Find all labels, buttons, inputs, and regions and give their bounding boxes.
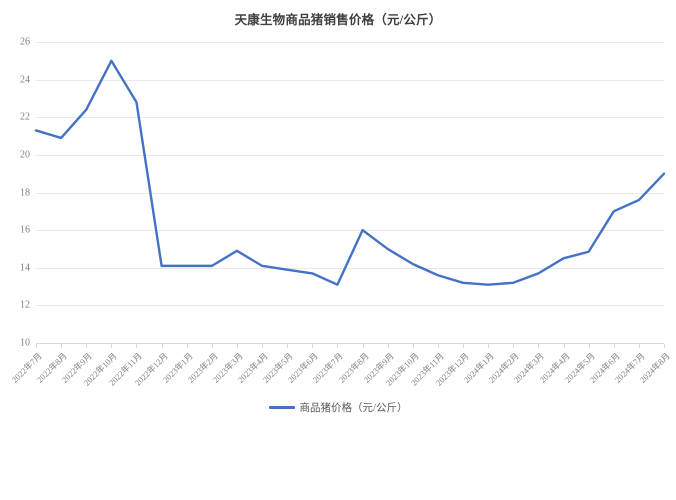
x-axis-tick-mark [563,344,565,348]
y-axis-tick-label: 26 [20,36,30,48]
grid-line: 26 [20,37,664,48]
grid-line: 22 [20,112,664,123]
y-axis-tick-label: 14 [20,262,30,274]
x-axis-tick-mark [136,344,138,348]
legend-color-swatch [268,406,295,409]
x-axis-tick-mark [337,344,339,348]
x-axis-tick-mark [588,344,590,348]
series-line-商品猪价格 [36,61,664,285]
x-axis-tick-mark [287,344,289,348]
x-axis-tick-mark [488,344,490,348]
x-axis-tick-mark [262,344,264,348]
x-axis-tick-mark [437,344,439,348]
legend-item-label: 商品猪价格（元/公斤） [299,403,408,414]
x-axis-tick-mark [412,344,414,348]
x-axis-tick-mark [362,344,364,348]
x-axis-tick-mark [312,344,314,348]
chart-legend: 商品猪价格（元/公斤） [0,400,676,415]
x-axis-tick-mark [236,344,238,348]
y-axis-tick-label: 12 [20,299,30,311]
grid-line: 16 [20,225,664,236]
chart-title: 天康生物商品猪销售价格（元/公斤） [234,13,442,27]
plot-area: 26 24 22 20 18 16 14 12 10 [20,37,664,349]
y-axis-tick-label: 10 [20,337,30,349]
x-axis-tick-mark [538,344,540,348]
x-axis-tick-mark [211,344,213,348]
x-axis-line [36,343,664,344]
x-axis-tick-mark [36,344,37,348]
grid-line: 14 [20,262,664,273]
x-axis-tick-mark [664,344,665,348]
x-axis-tick-mark [61,344,63,348]
x-axis-tick-mark [387,344,389,348]
grid-line: 24 [20,74,664,85]
y-axis-tick-label: 24 [20,74,30,86]
grid-line: 12 [20,300,664,311]
x-axis-tick-mark [86,344,88,348]
series-layer [36,42,664,343]
y-axis-tick-label: 22 [20,111,30,123]
grid-line: 18 [20,187,664,198]
x-axis-tick-mark [613,344,615,348]
line-chart: 天康生物商品猪销售价格（元/公斤） 26 24 22 20 18 16 14 12 10 20 2… [0,13,676,415]
x-axis-tick-mark [638,344,640,348]
y-axis-tick-label: 20 [20,149,30,161]
grid-line: 20 [20,149,664,160]
y-axis-tick-label: 18 [20,187,30,198]
x-axis-tick-mark [463,344,465,348]
y-axis-tick-label: 16 [20,224,30,236]
x-axis-tick-mark [111,344,113,348]
x-axis-tick-mark [186,344,188,348]
x-axis-tick-mark [161,344,163,348]
x-axis-tick-mark [513,344,515,348]
